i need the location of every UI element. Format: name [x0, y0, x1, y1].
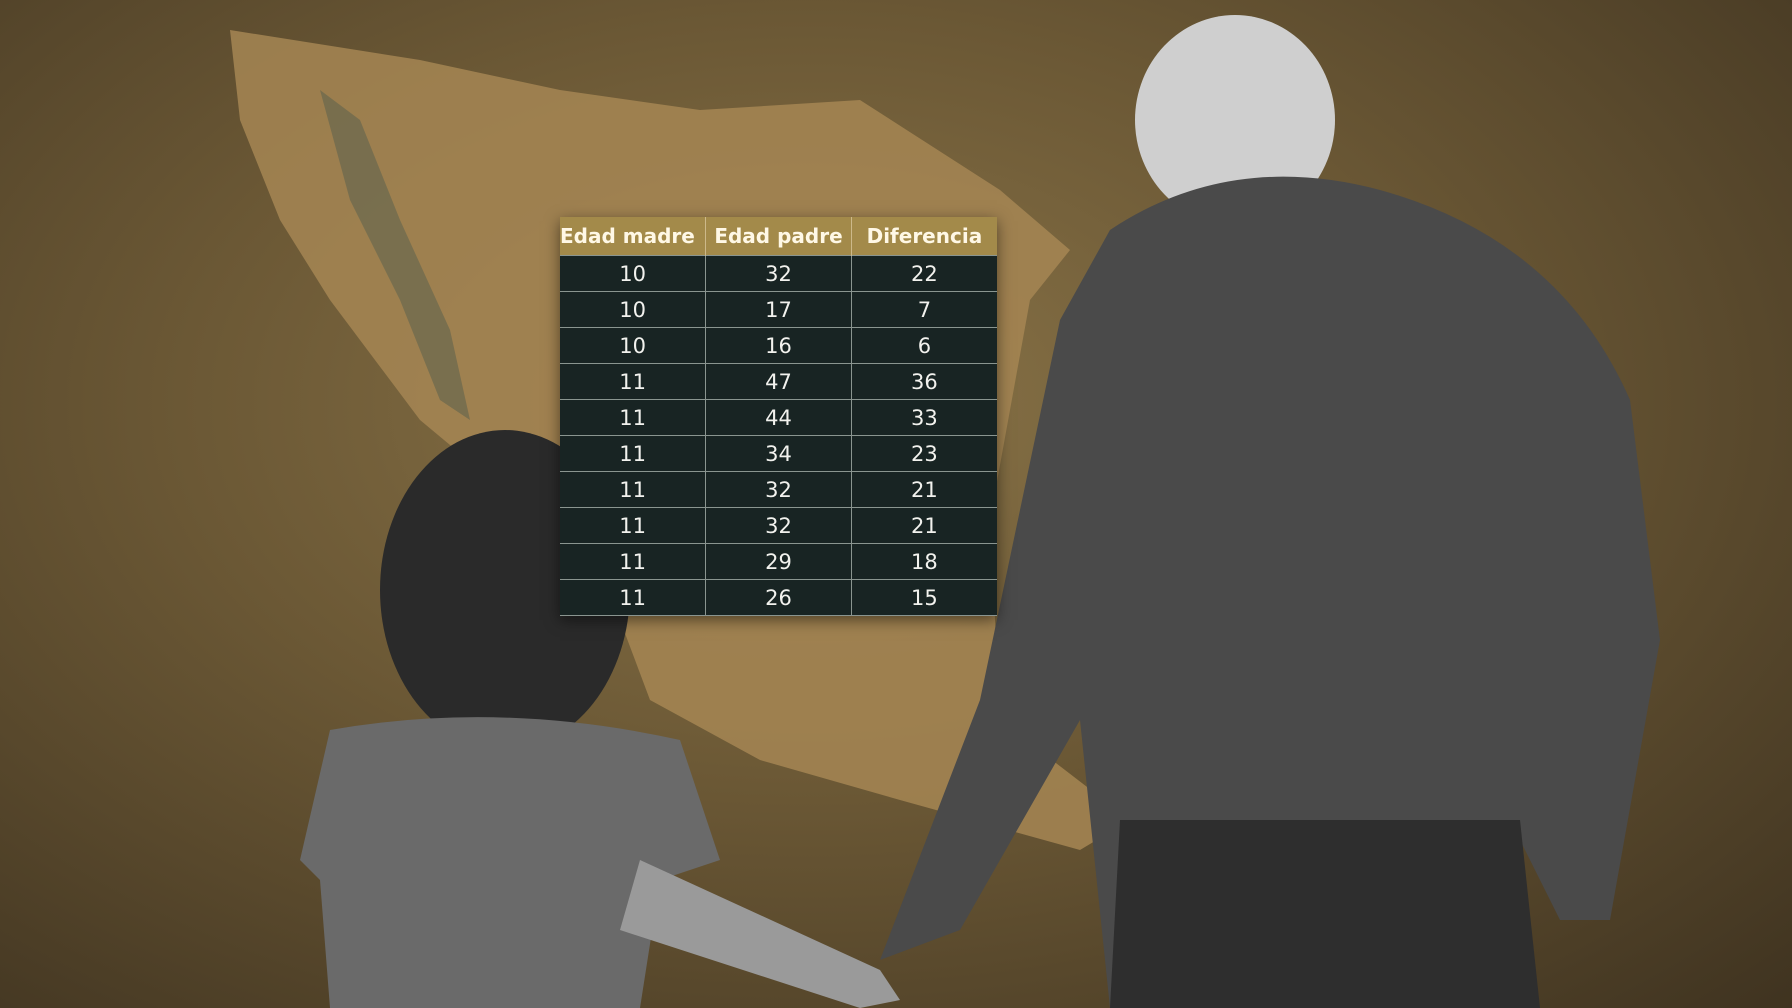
table-row: 11 29 18	[560, 543, 997, 580]
edad-padre-cell: 32	[705, 507, 852, 544]
elderly-man-figure	[880, 15, 1660, 1008]
edad-padre-cell: 34	[705, 435, 852, 472]
diferencia-cell: 23	[851, 435, 997, 472]
gulf-of-california	[320, 90, 470, 420]
table-row: 11 44 33	[560, 399, 997, 436]
diferencia-cell: 6	[851, 327, 997, 364]
table-row: 11 32 21	[560, 471, 997, 508]
table-row: 11 32 21	[560, 507, 997, 544]
edad-padre-cell: 29	[705, 543, 852, 580]
diferencia-cell: 21	[851, 471, 997, 508]
edad-madre-cell: 10	[560, 255, 707, 292]
edad-padre-cell: 32	[705, 255, 852, 292]
diferencia-cell: 15	[851, 579, 997, 616]
table-row: 11 26 15	[560, 579, 997, 616]
table-header-row: Edad madre ↑ Edad padre Diferencia	[560, 217, 997, 256]
edad-padre-cell: 17	[705, 291, 852, 328]
edad-madre-cell: 11	[560, 399, 707, 436]
edad-padre-cell: 16	[705, 327, 852, 364]
edad-madre-cell: 11	[560, 435, 707, 472]
edad-padre-cell: 32	[705, 471, 852, 508]
edad-madre-cell: 11	[560, 363, 707, 400]
edad-padre-cell: 47	[705, 363, 852, 400]
edad-madre-cell: 10	[560, 291, 707, 328]
edad-madre-cell: 11	[560, 579, 707, 616]
diferencia-cell: 7	[851, 291, 997, 328]
edad-padre-cell: 26	[705, 579, 852, 616]
table-row: 10 32 22	[560, 255, 997, 292]
table-row: 11 34 23	[560, 435, 997, 472]
edad-madre-cell: 11	[560, 471, 707, 508]
edad-padre-cell: 44	[705, 399, 852, 436]
column-header-edad-padre[interactable]: Edad padre	[705, 217, 852, 256]
diferencia-cell: 21	[851, 507, 997, 544]
edad-madre-cell: 11	[560, 543, 707, 580]
table-row: 11 47 36	[560, 363, 997, 400]
diferencia-cell: 18	[851, 543, 997, 580]
age-difference-table: Edad madre ↑ Edad padre Diferencia 10 32 2…	[560, 217, 997, 616]
table-row: 10 16 6	[560, 327, 997, 364]
diferencia-cell: 33	[851, 399, 997, 436]
table-row: 10 17 7	[560, 291, 997, 328]
column-header-edad-madre[interactable]: Edad madre ↑	[560, 217, 707, 256]
diferencia-cell: 36	[851, 363, 997, 400]
column-header-diferencia[interactable]: Diferencia	[851, 217, 997, 256]
edad-madre-cell: 11	[560, 507, 707, 544]
diferencia-cell: 22	[851, 255, 997, 292]
edad-madre-cell: 10	[560, 327, 707, 364]
